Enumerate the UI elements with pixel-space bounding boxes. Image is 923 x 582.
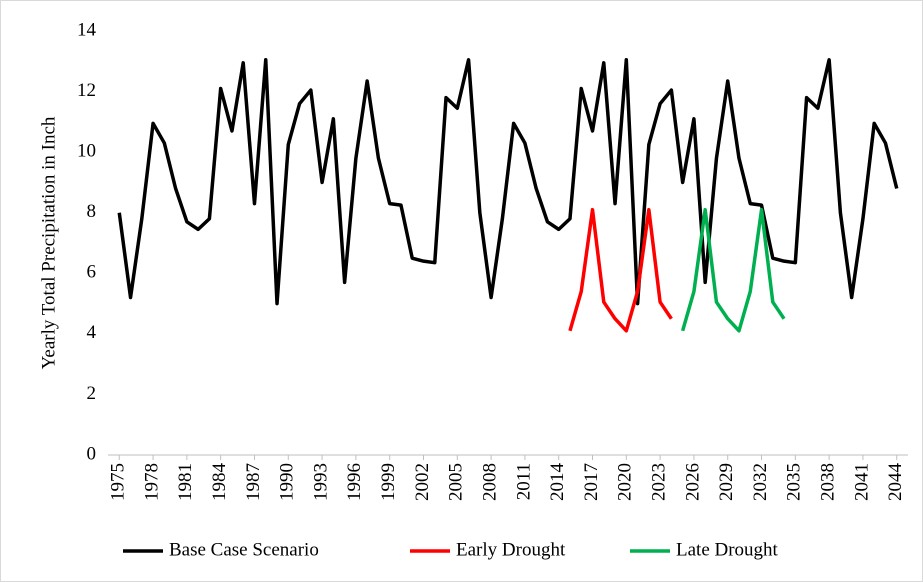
x-tick-label: 1981	[175, 463, 196, 501]
x-tick-label: 1996	[344, 463, 365, 501]
x-tick-label: 1987	[243, 463, 264, 501]
x-tick-label: 1990	[277, 463, 298, 501]
y-tick-label: 12	[77, 80, 96, 101]
series-line	[680, 207, 786, 333]
x-tick-label: 2020	[615, 463, 636, 501]
x-tick-label: 2041	[851, 463, 872, 501]
series-line	[117, 58, 899, 306]
y-tick-label: 0	[87, 443, 97, 464]
legend-label: Base Case Scenario	[169, 539, 319, 560]
y-tick-label: 4	[87, 322, 97, 343]
y-tick-label: 6	[87, 262, 97, 283]
x-tick-label: 2005	[446, 463, 467, 501]
x-tick-label: 2044	[885, 463, 906, 502]
y-tick-label: 2	[87, 383, 97, 404]
series-line	[568, 207, 673, 333]
y-tick-label: 8	[87, 201, 97, 222]
x-tick-label: 2023	[648, 463, 669, 501]
legend-label: Late Drought	[676, 539, 779, 560]
y-tick-label: 14	[77, 19, 97, 40]
x-tick-label: 2011	[513, 463, 534, 500]
x-tick-label: 2017	[581, 463, 602, 501]
y-tick-label: 10	[77, 141, 96, 162]
x-tick-label: 2002	[412, 463, 433, 501]
x-tick-label: 1999	[378, 463, 399, 501]
x-tick-label: 1975	[108, 463, 129, 501]
x-tick-label: 2026	[682, 463, 703, 501]
x-tick-label: 2032	[750, 463, 771, 501]
x-tick-label: 2038	[817, 463, 838, 501]
x-tick-label: 2008	[479, 463, 500, 501]
x-tick-label: 1984	[209, 463, 230, 502]
y-axis-label: Yearly Total Precipitation in Inch	[38, 116, 59, 369]
x-tick-label: 1978	[141, 463, 162, 501]
x-tick-label: 2029	[716, 463, 737, 501]
x-tick-label: 2014	[547, 463, 568, 502]
x-tick-label: 2035	[784, 463, 805, 501]
legend-label: Early Drought	[456, 539, 566, 560]
x-tick-label: 1993	[310, 463, 331, 501]
